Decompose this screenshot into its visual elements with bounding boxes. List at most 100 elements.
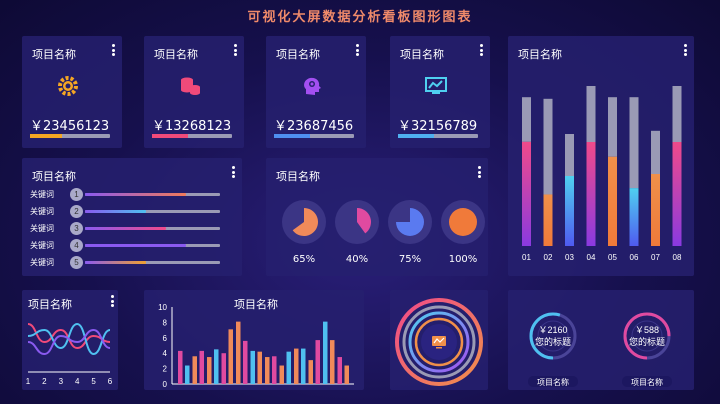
- kpi-progress-bar: [274, 134, 354, 138]
- pie-slice: [396, 208, 424, 236]
- bar: [344, 365, 349, 384]
- bar: [323, 321, 328, 384]
- stack-bar-bottom: [543, 194, 553, 246]
- bar: [221, 353, 226, 384]
- kpi-progress-bar: [152, 134, 232, 138]
- panel-title: 项目名称: [276, 170, 320, 183]
- gauge-arc: [529, 312, 577, 360]
- bar: [207, 357, 212, 384]
- y-tick-label: 6: [163, 334, 168, 343]
- gauge-ring: [414, 317, 464, 367]
- more-menu-icon[interactable]: [478, 166, 482, 178]
- pie-percent-label: 100%: [448, 254, 478, 265]
- keyword-bar-fill: [85, 261, 146, 264]
- x-tick-label: 01: [522, 253, 531, 262]
- kpi-progress-bar: [398, 134, 478, 138]
- x-tick-label: 07: [651, 253, 660, 262]
- more-menu-icon[interactable]: [684, 44, 688, 56]
- monitor-chart-icon: [432, 336, 446, 349]
- gauge-ring: [408, 311, 470, 373]
- kpi-value: ￥23456123: [30, 119, 110, 134]
- keyword-bar-fill: [85, 193, 187, 196]
- stack-bar-bottom: [522, 141, 531, 246]
- keyword-bar-fill: [85, 244, 187, 247]
- x-tick-label: 5: [91, 377, 96, 386]
- more-menu-icon[interactable]: [111, 295, 115, 307]
- gauge-inner-ring: [537, 320, 569, 352]
- keyword-rank: 5: [70, 256, 83, 269]
- stack-bar-bottom: [651, 174, 660, 246]
- keyword-row: 关键词 1: [30, 188, 240, 202]
- bar: [192, 356, 197, 384]
- x-tick-label: 08: [673, 253, 682, 262]
- bar: [272, 356, 277, 384]
- bar: [185, 365, 190, 384]
- kpi-progress-bar: [30, 134, 110, 138]
- more-menu-icon[interactable]: [232, 166, 236, 178]
- kpi-title: 项目名称: [400, 48, 444, 61]
- keyword-label: 关键词: [30, 258, 54, 267]
- more-menu-icon[interactable]: [234, 44, 238, 56]
- bar: [178, 350, 183, 384]
- pie-chart: [335, 200, 379, 244]
- line-series: [27, 328, 111, 356]
- x-tick-label: 02: [544, 253, 553, 262]
- bar: [315, 340, 320, 384]
- keyword-bar: [85, 227, 220, 230]
- y-tick-label: 4: [163, 349, 168, 358]
- bar: [330, 340, 335, 384]
- x-tick-label: 05: [608, 253, 617, 262]
- keyword-label: 关键词: [30, 190, 54, 199]
- keyword-rank: 3: [70, 222, 83, 235]
- kpi-card: 项目名称 ￥23456123: [22, 36, 122, 148]
- stack-bar-bottom: [586, 142, 596, 246]
- stack-bar-top: [565, 134, 574, 176]
- more-menu-icon[interactable]: [356, 44, 360, 56]
- stack-bar-top: [629, 97, 639, 189]
- gauge-inner-ring: [631, 320, 663, 352]
- bar: [301, 348, 306, 384]
- gauge-caption: 您的标题: [629, 336, 665, 347]
- stack-bar-top: [522, 97, 531, 142]
- kpi-progress-fill: [398, 134, 434, 138]
- kpi-card: 项目名称 ￥23687456: [266, 36, 366, 148]
- grouped-bar-panel: 项目名称 0 2 4 6 8 10: [144, 290, 364, 390]
- y-tick-label: 8: [163, 318, 168, 327]
- kpi-value: ￥13268123: [152, 119, 232, 134]
- keyword-rank: 1: [70, 188, 83, 201]
- more-menu-icon[interactable]: [480, 44, 484, 56]
- keyword-panel: 项目名称 关键词 1 关键词 2 关键词 3 关键词 4 关键词 5: [22, 158, 242, 276]
- gauge-label: 项目名称: [631, 377, 663, 387]
- mini-gauge-panel: ￥2160 您的标题 项目名称 ￥588 您的标题 项目名称: [508, 290, 694, 390]
- panel-title: 项目名称: [518, 48, 562, 61]
- keyword-bar-fill: [85, 227, 166, 230]
- bar: [243, 340, 248, 384]
- gauge-value: ￥2160: [538, 325, 567, 335]
- x-tick-label: 1: [26, 377, 31, 386]
- keyword-row: 关键词 2: [30, 205, 240, 219]
- keyword-label: 关键词: [30, 241, 54, 250]
- gauge-label-pill: [528, 376, 578, 387]
- kpi-value: ￥23687456: [274, 119, 354, 134]
- x-tick-label: 03: [565, 253, 574, 262]
- stack-bar-bottom: [565, 176, 574, 246]
- keyword-bar: [85, 193, 220, 196]
- kpi-value: ￥32156789: [398, 119, 478, 134]
- gauge-value: ￥588: [635, 325, 659, 335]
- bar: [279, 365, 284, 384]
- brain-gear-icon: [300, 74, 324, 98]
- kpi-progress-fill: [274, 134, 310, 138]
- pie-slice: [449, 208, 477, 236]
- keyword-bar: [85, 244, 220, 247]
- stack-bar-top: [608, 97, 617, 157]
- bar: [199, 350, 204, 384]
- line-series: [27, 322, 111, 356]
- pie-chart: [441, 200, 485, 244]
- keyword-rank: 2: [70, 205, 83, 218]
- kpi-card: 项目名称 ￥13268123: [144, 36, 244, 148]
- more-menu-icon[interactable]: [112, 44, 116, 56]
- pie-chart: [282, 200, 326, 244]
- kpi-progress-fill: [30, 134, 62, 138]
- coins-icon: [178, 74, 202, 98]
